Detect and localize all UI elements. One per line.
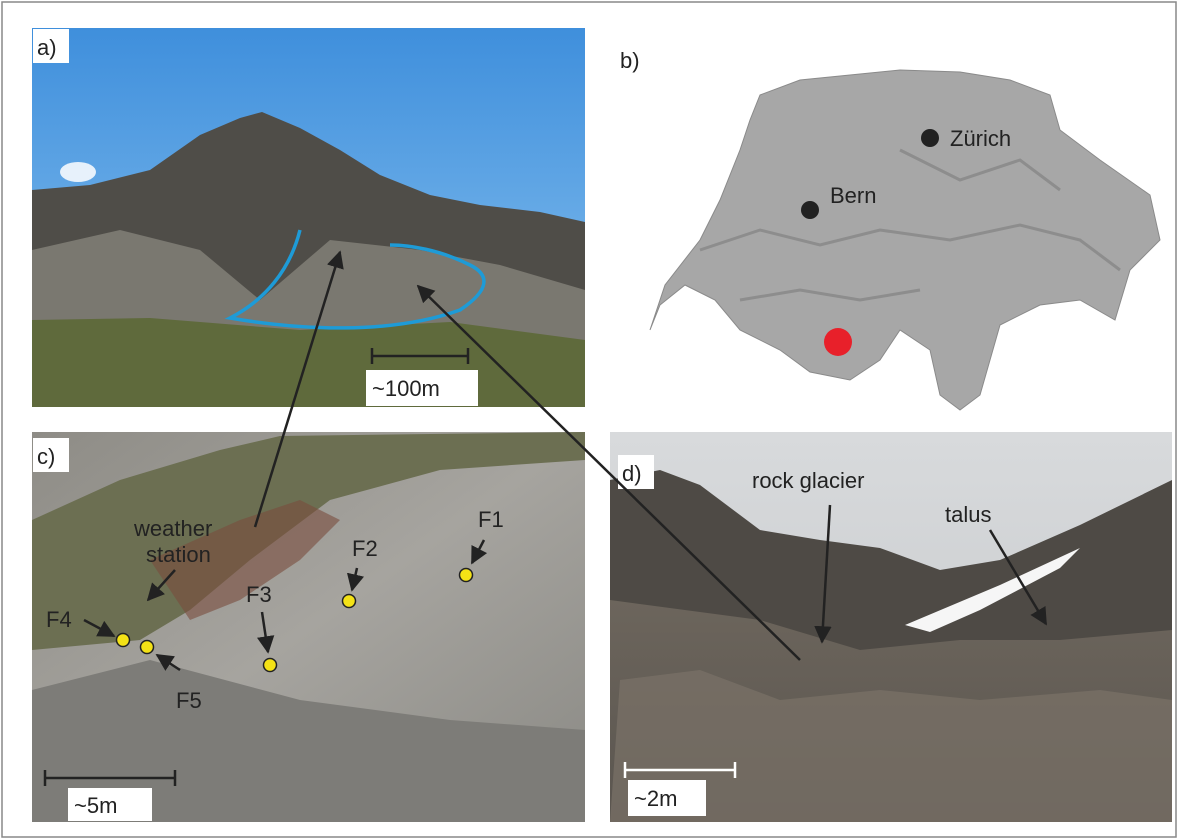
scale-label: ~100m: [372, 376, 440, 401]
arrow: [814, 504, 832, 644]
arrow: [146, 569, 176, 602]
arrow: [346, 567, 365, 592]
panel-label: a): [37, 35, 57, 60]
sensor-label: F3: [246, 582, 272, 607]
cloud: [60, 162, 96, 182]
panel-d: rock glacier talus ~2m d): [610, 432, 1172, 822]
annotation: rock glacier: [752, 468, 864, 493]
sensor-dot: [262, 657, 278, 673]
arrow: [988, 529, 1048, 626]
grass: [32, 318, 585, 407]
link-arrows: [253, 250, 801, 661]
label-box: [68, 788, 152, 821]
boulders: [32, 660, 585, 822]
label-box: [33, 438, 69, 472]
sensor-label: F4: [46, 607, 72, 632]
city-label: Zürich: [950, 126, 1011, 151]
city-label: Bern: [830, 183, 876, 208]
sensor-label: F5: [176, 688, 202, 713]
panel-label: c): [37, 444, 55, 469]
foreground-rocks: [610, 670, 1172, 822]
relief: [699, 148, 1121, 302]
panel-c: F1 F2 F3 F4 F5 weather station ~5m c): [32, 432, 585, 822]
panel-label: d): [622, 461, 642, 486]
pointer-arrows: [83, 539, 488, 672]
arrow: [253, 250, 344, 528]
arrow: [416, 284, 801, 661]
rock-glacier-outline: [224, 229, 486, 330]
sensor-dot: [341, 593, 357, 609]
snow: [905, 548, 1080, 632]
scale-label: ~5m: [74, 793, 117, 818]
sensor-dot: [458, 567, 474, 583]
pointer-arrows: [814, 504, 1048, 644]
site-marker: [824, 328, 852, 356]
arrow: [470, 539, 488, 565]
station-label: weather: [133, 516, 212, 541]
sensor-label: F1: [478, 507, 504, 532]
rock-band: [150, 500, 340, 620]
station-label: station: [146, 542, 211, 567]
vegetated-slope: [32, 432, 585, 650]
arrow: [155, 653, 181, 672]
label-box: [618, 455, 654, 489]
city-dot: [801, 201, 819, 219]
annotation: talus: [945, 502, 991, 527]
panel-b: Zürich Bern b): [620, 48, 1161, 411]
city-dot: [921, 129, 939, 147]
panel-label: b): [620, 48, 640, 73]
sensor-dot: [139, 639, 155, 655]
label-box: [628, 780, 706, 816]
arrow: [257, 611, 275, 654]
label-box: [366, 370, 478, 406]
scale-label: ~2m: [634, 786, 677, 811]
arrow: [83, 618, 116, 638]
panel-a: ~100m a): [32, 28, 585, 407]
sensor-label: F2: [352, 536, 378, 561]
label-box: [33, 29, 69, 63]
country-map: [649, 69, 1161, 411]
sensor-dot: [115, 632, 131, 648]
